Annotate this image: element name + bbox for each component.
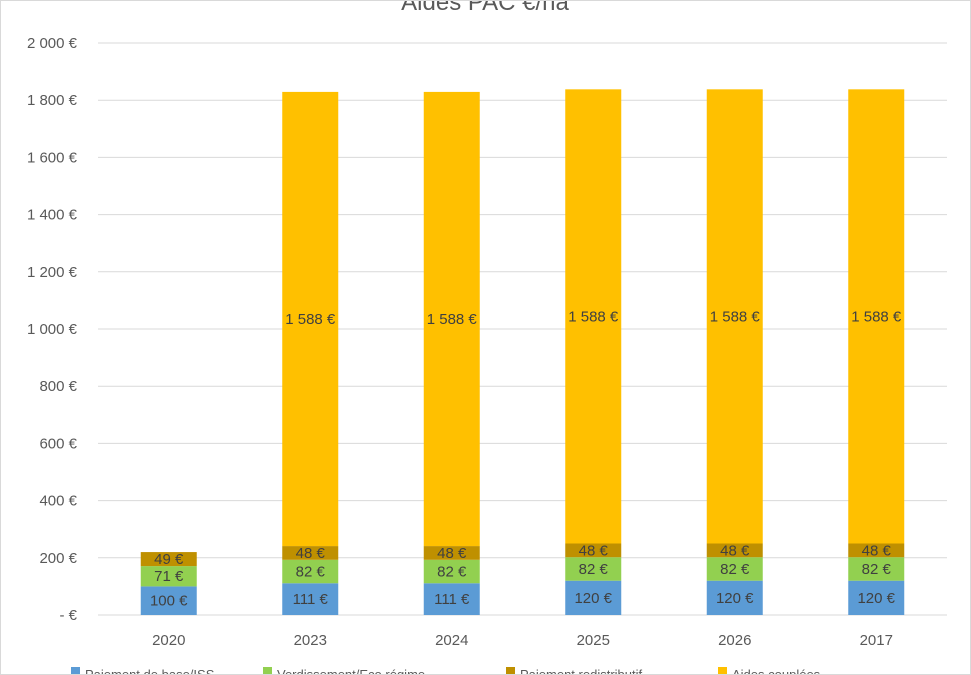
bar-segment [848,543,905,558]
y-tick-label: - € [59,607,77,624]
legend-swatch [506,667,515,674]
bar-segment [282,91,339,547]
x-tick-label: 2023 [294,632,327,649]
bar-segment [706,580,763,615]
bar-segment [565,580,622,615]
data-label: 48 € [296,545,326,562]
bar-segment [848,557,905,581]
data-label: 82 € [296,564,326,581]
data-label: 1 588 € [427,311,478,328]
data-label: 120 € [716,590,754,607]
bar-segment [423,559,480,584]
bar-segment [706,89,763,544]
legend: Paiement de base/ISS Verdissement/Eco rég… [71,667,821,674]
bar-segment [282,559,339,584]
bar-segment [565,89,622,544]
data-label: 82 € [862,561,892,578]
x-tick-label: 2025 [577,632,610,649]
x-axis: 2020 2023 2024 2025 2026 2017 [152,632,893,649]
y-tick-label: 1 600 € [27,149,78,166]
data-label: 1 588 € [710,308,761,325]
data-label: 48 € [579,542,609,559]
data-label: 49 € [154,551,184,568]
y-tick-label: 2 000 € [27,35,78,52]
bar-segment [706,557,763,581]
y-tick-label: 400 € [39,493,77,510]
legend-swatch [71,667,80,674]
gridlines [98,42,947,616]
data-label: 48 € [862,542,892,559]
chart-title: Aides PAC €/ha [401,1,569,16]
x-tick-label: 2017 [860,632,893,649]
data-label: 1 588 € [568,308,619,325]
x-tick-label: 2026 [718,632,751,649]
bar-segment [140,552,197,567]
data-label: 48 € [720,542,750,559]
bar-segment [848,89,905,544]
legend-label: Paiement de base/ISS [85,667,215,674]
data-label: 111 € [293,591,329,608]
legend-label: Aides couplées [732,667,821,674]
y-axis: - € 200 € 400 € 600 € 800 € 1 000 € 1 200 € 1 4… [27,35,78,624]
legend-swatch [718,667,727,674]
bar-segment [282,583,339,615]
data-label: 82 € [437,564,467,581]
bars [140,89,905,615]
data-labels: 100 € 71 €49 € 111 € 82 € 48 € 1 588 € 111 € 82… [150,308,902,609]
data-label: 71 € [154,568,184,585]
bar-segment [140,566,197,587]
data-label: 1 588 € [285,311,336,328]
y-tick-label: 1 400 € [27,207,78,224]
data-label: 111 € [434,591,470,608]
legend-label: Paiement redistributif [520,667,642,674]
bar-segment [423,91,480,547]
bar-segment [282,546,339,560]
data-label: 82 € [720,561,750,578]
y-tick-label: 1 200 € [27,264,78,281]
y-tick-label: 800 € [39,378,77,395]
bar-segment [848,580,905,615]
bar-segment [706,543,763,558]
data-label: 1 588 € [851,308,902,325]
data-label: 120 € [574,590,612,607]
data-label: 48 € [437,545,467,562]
bar-segment [423,546,480,560]
bar-segment [565,543,622,558]
y-tick-label: 1 800 € [27,92,78,109]
data-label: 100 € [150,593,188,610]
x-tick-label: 2024 [435,632,468,649]
y-tick-label: 600 € [39,435,77,452]
bar-segment [423,583,480,615]
data-label: 120 € [857,590,895,607]
legend-label: Verdissement/Eco régime [277,667,425,674]
bar-segment [140,586,197,615]
bar-segment [565,557,622,581]
legend-swatch [263,667,272,674]
y-tick-label: 200 € [39,550,77,567]
y-tick-label: 1 000 € [27,321,78,338]
data-label: 82 € [579,561,609,578]
x-tick-label: 2020 [152,632,185,649]
